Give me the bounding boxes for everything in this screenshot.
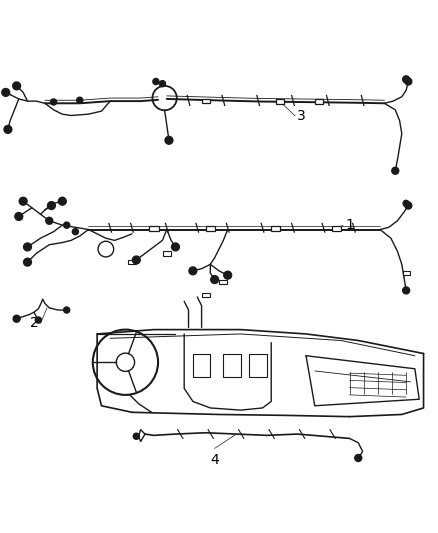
Circle shape (165, 136, 173, 144)
Circle shape (405, 202, 412, 209)
Bar (163, 251, 171, 256)
Circle shape (13, 315, 20, 322)
Text: 4: 4 (210, 453, 219, 467)
Bar (315, 99, 323, 104)
Circle shape (47, 201, 55, 209)
Circle shape (224, 271, 232, 279)
Circle shape (153, 78, 159, 85)
Circle shape (58, 197, 66, 205)
Circle shape (46, 217, 53, 224)
Circle shape (15, 213, 23, 220)
Bar (276, 99, 284, 104)
Circle shape (24, 258, 32, 266)
Bar (205, 226, 215, 231)
Circle shape (189, 267, 197, 275)
Circle shape (132, 256, 140, 264)
Circle shape (72, 229, 78, 235)
Circle shape (403, 200, 409, 206)
Circle shape (403, 287, 410, 294)
Circle shape (2, 88, 10, 96)
Bar (271, 226, 280, 231)
Bar (149, 226, 159, 231)
Text: 3: 3 (297, 109, 306, 123)
Circle shape (392, 167, 399, 174)
Text: 1: 1 (345, 218, 354, 232)
Circle shape (19, 197, 27, 205)
Circle shape (403, 76, 410, 83)
Bar (128, 260, 136, 264)
Circle shape (35, 317, 42, 323)
Bar (202, 293, 210, 297)
Circle shape (159, 80, 166, 87)
Bar (403, 271, 410, 275)
Circle shape (355, 455, 362, 462)
Circle shape (405, 78, 412, 85)
Circle shape (24, 243, 32, 251)
Circle shape (211, 276, 219, 284)
Circle shape (13, 82, 21, 90)
Bar (332, 226, 341, 231)
Circle shape (133, 433, 139, 439)
Circle shape (172, 243, 180, 251)
Circle shape (77, 97, 83, 103)
Circle shape (64, 307, 70, 313)
Circle shape (4, 125, 12, 133)
Bar (202, 99, 210, 103)
Text: 2: 2 (30, 316, 39, 330)
Circle shape (50, 99, 57, 105)
Circle shape (64, 222, 70, 228)
Bar (219, 279, 227, 284)
